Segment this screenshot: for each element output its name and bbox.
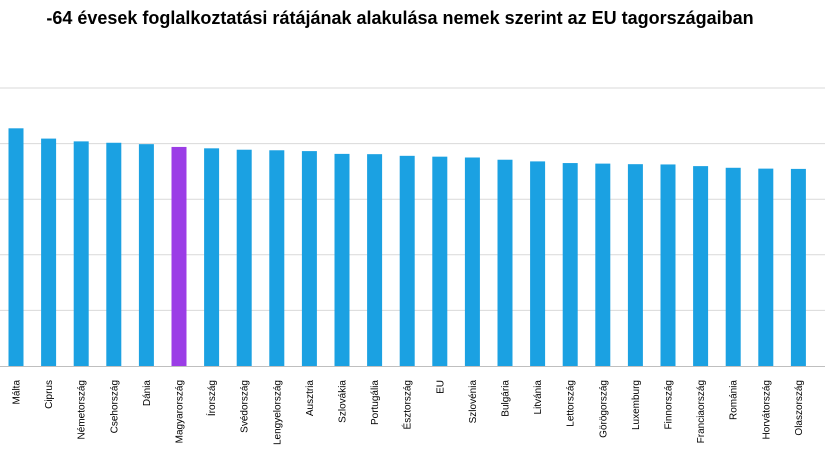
x-tick-label: Málta [12, 380, 23, 405]
bar-Lettország [562, 163, 578, 366]
x-tick-label: Dánia [142, 380, 153, 407]
x-tick-label: Olaszország [794, 380, 805, 436]
bar-Dánia [138, 144, 154, 366]
bar-Olaszország [790, 168, 806, 366]
bar-Görögország [595, 163, 611, 366]
x-tick-label: Románia [729, 380, 740, 420]
x-tick-label: Luxemburg [631, 380, 642, 430]
bar-Finnország [660, 164, 676, 366]
x-tick-label: Írország [205, 380, 218, 416]
x-tick-label: Portugália [370, 380, 381, 425]
bar-Csehország [106, 142, 122, 366]
x-tick-label: EU [435, 380, 446, 394]
bar-Ciprus [41, 138, 57, 366]
bar-EU [432, 156, 448, 366]
x-tick-label: Görögország [598, 380, 609, 438]
x-tick-label: Szlovákia [338, 380, 349, 423]
bar-Málta [8, 128, 24, 366]
x-tick-label: Svédország [240, 380, 251, 433]
x-tick-label: Magyarország [175, 380, 186, 443]
x-tick-label: Ausztria [305, 380, 316, 417]
bar-Bulgária [497, 159, 513, 366]
bar-Horvátország [758, 168, 774, 366]
x-tick-label: Lettország [566, 380, 577, 427]
x-tick-label: Csehország [109, 380, 120, 433]
x-tick-label: Szlovénia [468, 380, 479, 424]
bar-Svédország [236, 149, 252, 366]
x-tick-label: Horvátország [761, 380, 772, 439]
bar-Észtország [399, 155, 415, 366]
bar-Magyarország [171, 146, 187, 366]
bar-Ausztria [301, 151, 317, 366]
bar-Szlovákia [334, 153, 350, 366]
bar-Szlovénia [464, 157, 480, 366]
bar-Franciaország [693, 166, 709, 366]
x-tick-label: Németország [77, 380, 88, 439]
category-labels: Málta Ciprus Németország Csehország Dánia Mag… [12, 380, 805, 445]
bar-Németország [73, 141, 89, 366]
chart-title: -64 évesek foglalkoztatási rátájának ala… [46, 8, 754, 28]
bar-Írország [204, 148, 220, 366]
bar-Románia [725, 167, 741, 366]
x-tick-label: Észtország [401, 380, 414, 429]
x-tick-label: Ciprus [44, 380, 55, 409]
x-tick-label: Franciaország [696, 380, 707, 443]
bar-Portugália [367, 154, 383, 366]
x-tick-label: Bulgária [501, 380, 512, 417]
x-tick-label: Finnország [664, 380, 675, 429]
x-tick-label: Litvánia [533, 380, 544, 415]
bars [8, 128, 806, 366]
bar-Luxemburg [627, 164, 643, 366]
bar-Litvánia [530, 161, 546, 366]
x-tick-label: Lengyelország [272, 380, 283, 445]
bar-Lengyelország [269, 150, 285, 366]
